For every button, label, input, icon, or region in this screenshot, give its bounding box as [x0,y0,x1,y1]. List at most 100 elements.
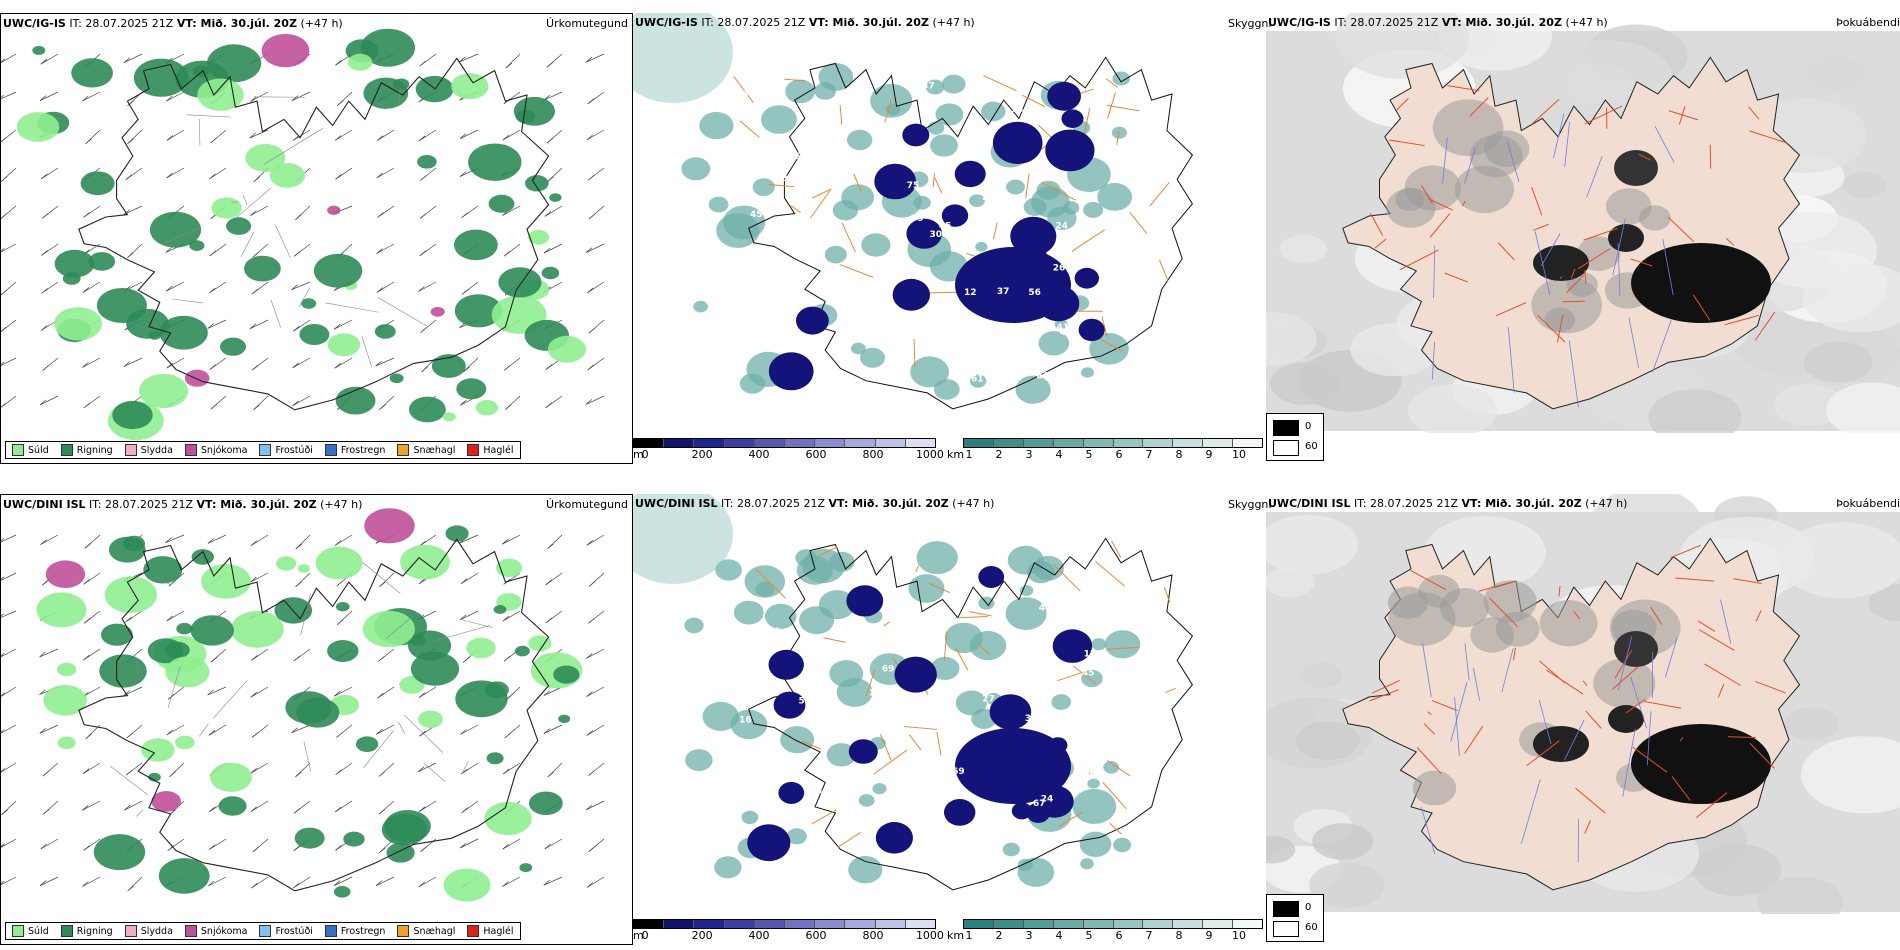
wind-barb [1,129,17,143]
legend-label: Slydda [140,925,173,937]
cloud-top-cell [861,233,891,257]
wind-barb [1,838,17,848]
cloud-base-cell [768,352,814,391]
precip-cell [54,249,95,278]
wind-barb [1,762,17,773]
precip-cell [333,886,351,898]
wind-barb [210,403,218,410]
wind-barb [334,540,342,546]
colorbar-swatch [1173,439,1204,447]
precip-cell [108,536,146,563]
road-line [1106,104,1140,112]
cloud-top-cell [858,794,875,807]
road-line [213,680,248,719]
wind-barb [251,364,259,371]
precip-cell [374,324,396,339]
colorbar-tick-label: 4 [1055,929,1063,942]
road-line [1704,663,1741,686]
wind-barb [459,133,467,139]
colorbar-tick-label: 0 [641,448,649,461]
wind-barb [293,325,300,332]
wind-barb [461,289,469,295]
wind-barb [420,327,427,333]
road-line [1053,564,1082,593]
legend-swatch [124,925,137,937]
cloud-base-label: 16 [739,716,752,726]
colorbar-ticks: km 1 2 3 4 5 6 7 8 9 10 [947,448,1263,462]
cloud-base-label: 51 [956,677,969,687]
river-line [1541,233,1561,267]
wind-barb [168,580,176,587]
legend-label: Haglél [483,925,514,937]
road-line [1526,740,1560,767]
fog-field [1454,165,1514,214]
colorbar-swatch [815,920,846,928]
wind-barb [378,656,385,662]
wind-barb [586,686,605,697]
wind-barb [1,876,17,886]
precip-cell [553,665,580,684]
cloud-base-cell [1026,802,1051,823]
wind-barb [585,395,605,405]
cloud-top-cell [860,347,885,368]
fog-field [1757,876,1844,914]
wind-barb [334,319,353,330]
cloud-base-cell [1061,109,1084,128]
road-line [164,227,201,244]
road-line [430,625,490,643]
precip-cell [43,685,87,716]
legend-label: Frostregn [340,444,386,456]
precip-cell [547,335,587,363]
wind-barb [588,618,595,624]
fog-legend: 0 60 [1266,894,1324,942]
precip-legend: Súld Rigning Slydda Snjókoma Frostúði Frostre… [5,922,521,940]
wind-barb [586,882,594,888]
legend-label: Frostregn [340,925,386,937]
legend-swatch [60,925,73,937]
legend-label: 60 [1305,441,1318,452]
precip-cell [197,78,244,111]
cloud-top-cell [1006,179,1025,195]
precip-cell [456,378,487,400]
wind-barb [40,58,48,65]
road-line [1057,670,1089,682]
colorbar-swatch [993,439,1024,447]
precip-cell [327,640,359,662]
wind-barb [249,319,269,330]
cloud-top-cell [733,600,764,625]
wind-barb [166,91,185,102]
wind-barb [1,137,7,143]
wind-barb [127,100,134,107]
precip-cell [141,738,175,762]
colorbar-swatch [754,439,786,447]
cloud-base-label: 23 [764,598,777,608]
precip-cell [443,868,491,902]
river-line [1454,697,1460,756]
cloud-base-cell [989,694,1032,730]
colorbar-swatch [1023,920,1054,928]
legend-item: Frostregn [324,444,386,456]
river-line [1628,317,1639,368]
cloud-top-cell [752,178,775,197]
wind-barb [1,248,5,252]
cloud-top-cell [1081,669,1103,688]
panel-header: UWC/IG-IS IT: 28.07.2025 21Z VT: Mið. 30… [3,17,343,30]
wind-barb [293,876,311,889]
wind-barb [585,57,593,63]
wind-barb [39,95,47,101]
road-line [817,546,838,557]
wind-barb [376,287,384,293]
precip-cell [484,801,532,836]
colorbar-swatch [1113,920,1144,928]
cloud-top-cell [780,726,815,754]
cloud-top-cell [927,121,945,135]
wind-barb [1,91,17,100]
fog-core [1631,243,1771,323]
wind-barb [165,95,173,102]
wind-barb [82,881,89,887]
wind-barb [585,53,605,63]
cloud-top-cell [795,549,817,567]
colorbar-tick-label: 6 [1115,929,1123,942]
wind-barb [42,365,49,371]
cloud-top-cell [1005,597,1047,630]
